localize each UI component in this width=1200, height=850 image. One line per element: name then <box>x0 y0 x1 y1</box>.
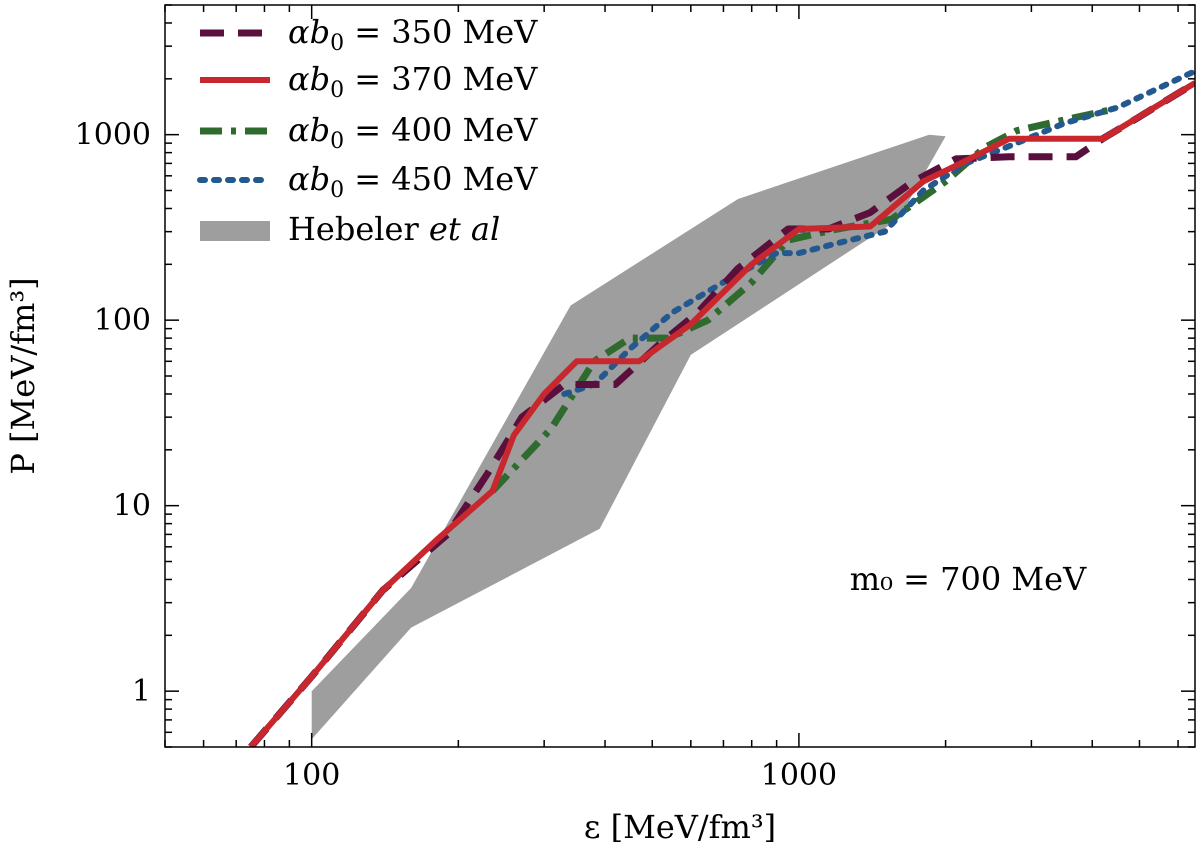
legend-swatch-band <box>200 221 270 241</box>
series-line-350 <box>248 80 1195 747</box>
legend-label-350: αb0 = 350 MeV <box>288 13 538 56</box>
band-layer <box>311 134 946 740</box>
y-tick-label: 1000 <box>75 118 151 153</box>
y-tick-label: 1 <box>132 674 151 709</box>
legend-swatches <box>197 29 273 241</box>
x-tick-label: 100 <box>283 758 340 793</box>
series-line-370 <box>248 80 1195 747</box>
y-tick-label: 100 <box>94 303 151 338</box>
legend-label-hebeler: Hebeler et al <box>288 210 500 248</box>
hebeler-band <box>311 134 946 740</box>
mass-annotation: m₀ = 700 MeV <box>850 560 1087 598</box>
legend-label-400: αb0 = 400 MeV <box>288 111 538 154</box>
x-tick-label: 1000 <box>761 758 837 793</box>
legend: αb0 = 350 MeV αb0 = 370 MeV αb0 = 400 Me… <box>197 13 538 248</box>
series-line-450 <box>561 68 1195 397</box>
x-axis-label: ε [MeV/fm³] <box>584 808 776 846</box>
legend-label-370: αb0 = 370 MeV <box>288 60 538 103</box>
tick-layer <box>164 4 1195 748</box>
y-tick-label: 10 <box>113 489 151 524</box>
tick-label-layer: 100 1000 1 10 100 1000 <box>75 118 837 793</box>
y-axis-label: P [MeV/fm³] <box>4 277 42 474</box>
series-layer <box>248 68 1195 747</box>
series-line-400 <box>489 107 1109 494</box>
legend-label-450: αb0 = 450 MeV <box>288 160 538 203</box>
